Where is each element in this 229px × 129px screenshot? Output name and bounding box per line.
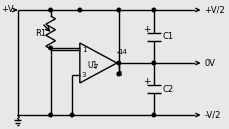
Text: 0V: 0V	[204, 58, 215, 67]
Circle shape	[70, 113, 74, 117]
Text: 3: 3	[82, 72, 86, 78]
Circle shape	[49, 8, 52, 12]
Circle shape	[117, 61, 120, 65]
Circle shape	[152, 61, 155, 65]
Text: C1: C1	[163, 32, 174, 41]
Text: C2: C2	[163, 84, 174, 94]
Circle shape	[49, 113, 52, 117]
Text: 7: 7	[93, 64, 98, 70]
Circle shape	[117, 72, 120, 76]
Circle shape	[152, 8, 155, 12]
Text: R1: R1	[35, 30, 46, 38]
Text: 14: 14	[118, 49, 127, 55]
Text: +V/2: +V/2	[204, 6, 225, 14]
Circle shape	[152, 113, 155, 117]
Circle shape	[78, 8, 82, 12]
Text: 8: 8	[118, 71, 122, 77]
Text: 1: 1	[82, 47, 86, 53]
Text: +: +	[143, 25, 151, 34]
Text: U1: U1	[88, 61, 98, 70]
Circle shape	[49, 46, 52, 50]
Circle shape	[117, 8, 120, 12]
Text: -V/2: -V/2	[204, 111, 221, 119]
Text: +V: +V	[1, 6, 14, 14]
Text: +: +	[143, 78, 151, 87]
